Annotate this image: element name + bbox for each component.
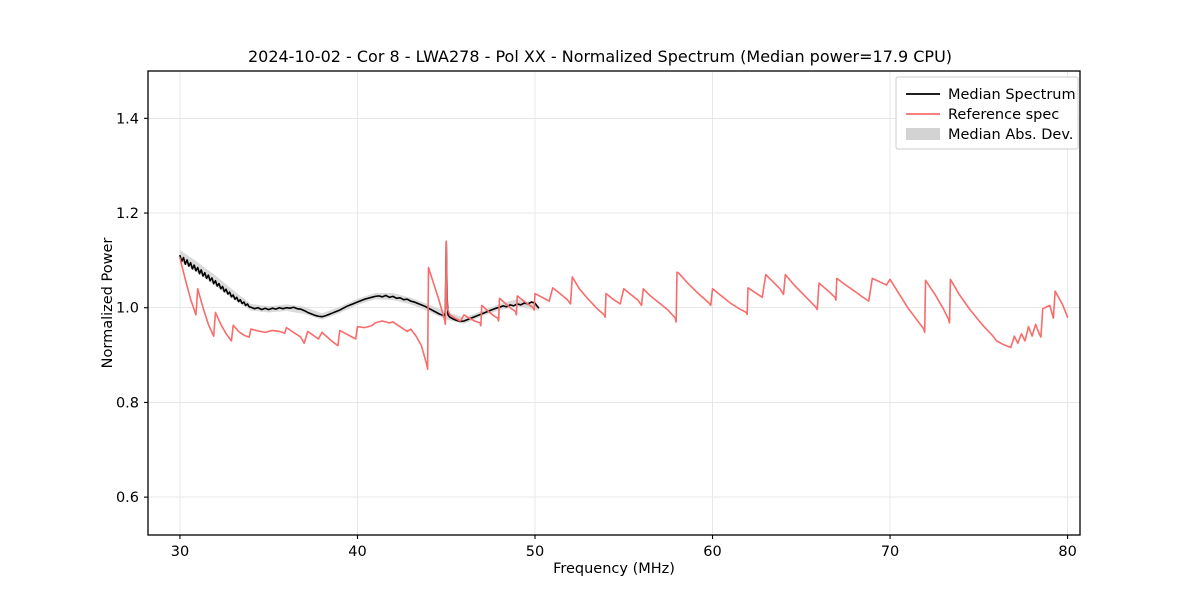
series-reference-spec bbox=[179, 240, 1069, 371]
y-tick-label: 1.4 bbox=[116, 111, 139, 127]
series-lines bbox=[179, 240, 1069, 371]
y-tick-label: 0.6 bbox=[116, 490, 139, 506]
legend-label: Median Abs. Dev. bbox=[948, 127, 1073, 143]
y-tick-label: 1.0 bbox=[116, 301, 139, 317]
x-axis-ticks: 30 40 50 60 70 80 bbox=[171, 535, 1077, 560]
y-axis-ticks: 0.6 0.8 1.0 1.2 1.4 bbox=[116, 111, 148, 506]
chart-legend[interactable]: Median Spectrum Reference spec Median Abs.… bbox=[895, 76, 1079, 150]
series-median-spectrum bbox=[179, 240, 540, 323]
legend-swatch-patch bbox=[906, 128, 940, 140]
x-tick-label: 70 bbox=[881, 544, 899, 560]
chart-title: 2024-10-02 - Cor 8 - LWA278 - Pol XX - N… bbox=[248, 47, 952, 66]
legend-label: Median Spectrum bbox=[948, 87, 1076, 103]
y-axis-label: Normalized Power bbox=[100, 238, 116, 369]
x-tick-label: 50 bbox=[526, 544, 544, 560]
y-tick-label: 1.2 bbox=[116, 206, 139, 222]
x-tick-label: 60 bbox=[703, 544, 721, 560]
x-tick-label: 40 bbox=[348, 544, 366, 560]
x-tick-label: 80 bbox=[1058, 544, 1076, 560]
x-axis-label: Frequency (MHz) bbox=[553, 561, 675, 577]
legend-box bbox=[895, 76, 1079, 150]
x-tick-label: 30 bbox=[171, 544, 189, 560]
legend-label: Reference spec bbox=[948, 107, 1059, 123]
plot-frame bbox=[147, 70, 1081, 536]
y-tick-label: 0.8 bbox=[116, 395, 139, 411]
